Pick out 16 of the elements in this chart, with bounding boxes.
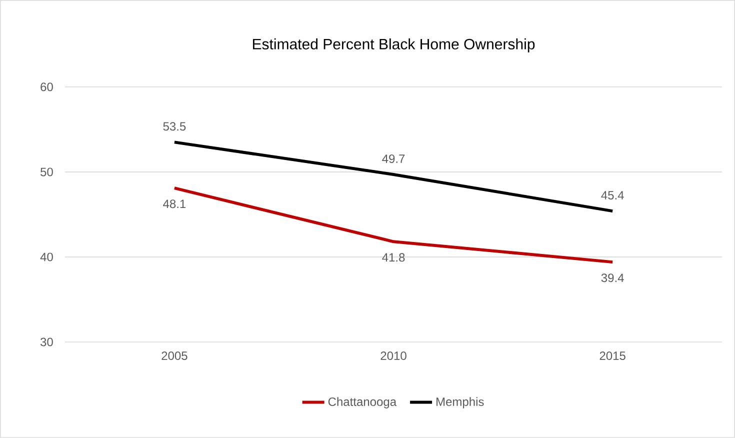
y-tick-label: 60 — [40, 82, 53, 92]
data-label: 48.1 — [163, 200, 186, 208]
data-label: 41.8 — [382, 253, 405, 262]
x-tick-label: 2010 — [380, 352, 406, 360]
data-label: 53.5 — [163, 122, 186, 131]
legend-label: Memphis — [436, 397, 484, 408]
legend-label: Chattanooga — [328, 397, 397, 408]
data-label: 49.7 — [382, 154, 405, 164]
data-label: 45.4 — [601, 191, 624, 200]
y-tick-label: 30 — [40, 338, 53, 346]
y-tick-label: 40 — [40, 252, 53, 262]
x-tick-label: 2005 — [162, 352, 188, 360]
chart-title: Estimated Percent Black Home Ownership — [252, 38, 535, 52]
data-label: 39.4 — [601, 274, 624, 282]
x-tick-label: 2015 — [600, 352, 626, 360]
y-tick-label: 50 — [40, 168, 53, 176]
